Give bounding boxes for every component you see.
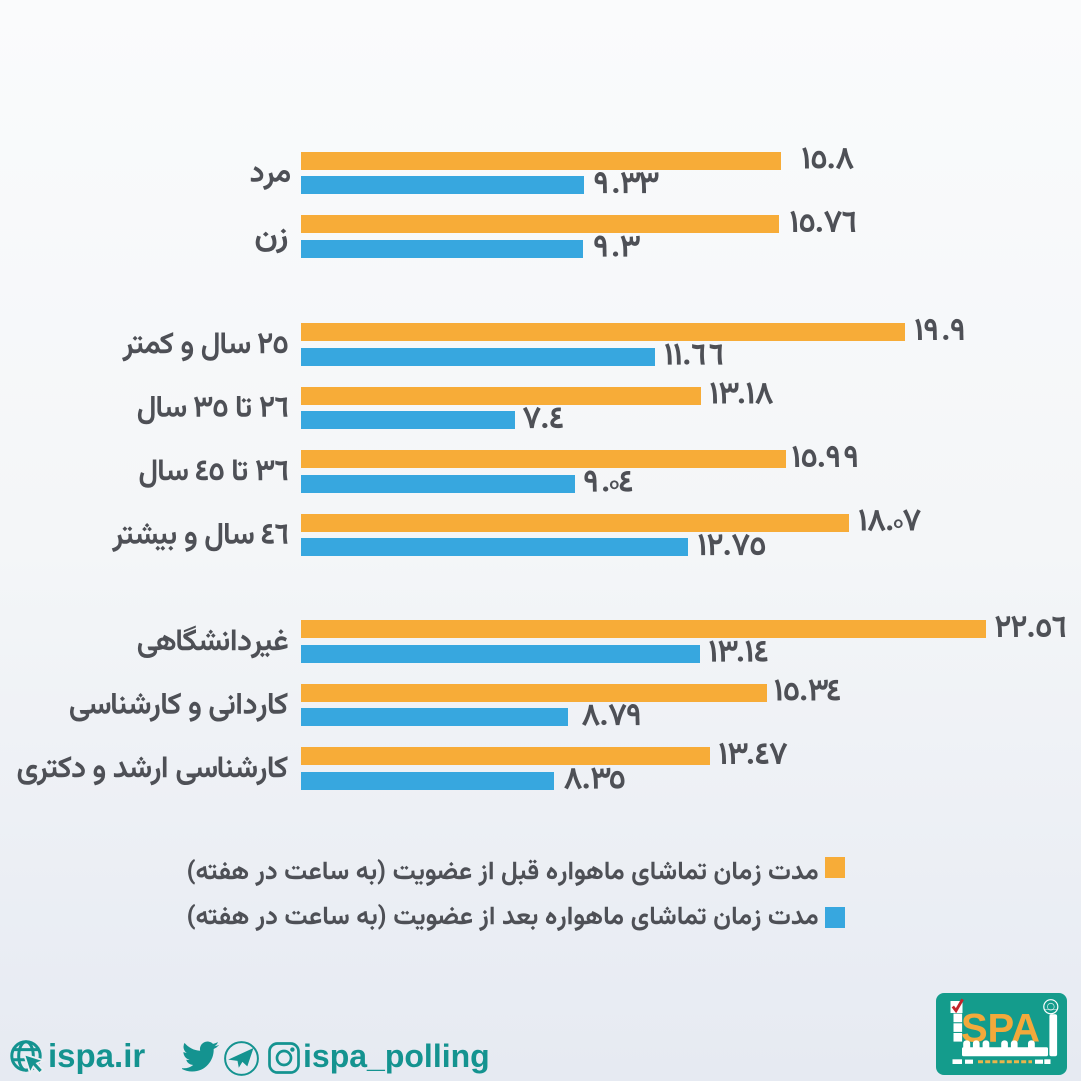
svg-text:SPA: SPA [961, 1007, 1039, 1051]
